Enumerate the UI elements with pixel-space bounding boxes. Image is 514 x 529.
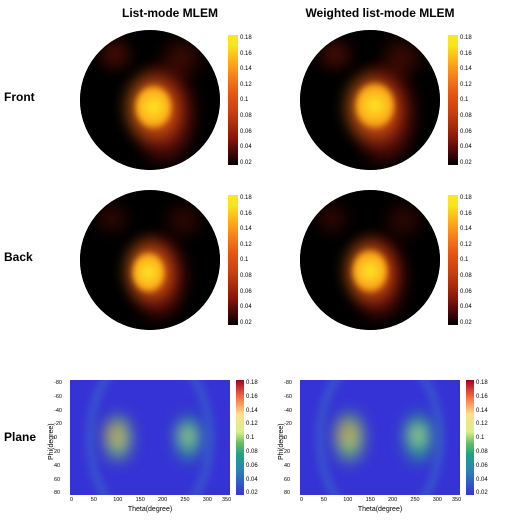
panel-plane-right xyxy=(300,380,460,495)
colorbar-plane-right-ticks: 0.18 0.16 0.14 0.12 0.1 0.08 0.06 0.04 0… xyxy=(476,380,496,495)
panel-front-right xyxy=(300,30,440,170)
colorbar-back-right-ticks: 0.18 0.16 0.14 0.12 0.1 0.08 0.06 0.04 0… xyxy=(460,195,480,325)
colorbar-plane-right xyxy=(466,380,474,495)
plane-right-ylabel: Phi(degree) xyxy=(278,423,285,460)
row-label-front: Front xyxy=(4,90,35,104)
plane-left-ylabel: Phi(degree) xyxy=(48,423,55,460)
row-label-plane: Plane xyxy=(4,430,36,444)
panel-back-right xyxy=(300,190,440,330)
col-header-left: List-mode MLEM xyxy=(100,6,240,20)
panel-back-left xyxy=(80,190,220,330)
plane-right-xlabel: Theta(degree) xyxy=(300,506,460,513)
colorbar-front-left-ticks: 0.18 0.16 0.14 0.12 0.1 0.08 0.06 0.04 0… xyxy=(240,35,260,165)
plane-right-yticks: -80 -60 -40 -20 0 20 40 60 80 xyxy=(284,380,300,495)
plane-left-yticks: -80 -60 -40 -20 0 20 40 60 80 xyxy=(54,380,70,495)
colorbar-front-right xyxy=(448,35,458,165)
colorbar-front-right-ticks: 0.18 0.16 0.14 0.12 0.1 0.08 0.06 0.04 0… xyxy=(460,35,480,165)
colorbar-back-left xyxy=(228,195,238,325)
colorbar-back-left-ticks: 0.18 0.16 0.14 0.12 0.1 0.08 0.06 0.04 0… xyxy=(240,195,260,325)
colorbar-front-left xyxy=(228,35,238,165)
plane-left-xlabel: Theta(degree) xyxy=(70,506,230,513)
colorbar-back-right xyxy=(448,195,458,325)
panel-plane-left xyxy=(70,380,230,495)
row-label-back: Back xyxy=(4,250,33,264)
col-header-right: Weighted list-mode MLEM xyxy=(290,6,470,20)
colorbar-plane-left-ticks: 0.18 0.16 0.14 0.12 0.1 0.08 0.06 0.04 0… xyxy=(246,380,266,495)
panel-front-left xyxy=(80,30,220,170)
colorbar-plane-left xyxy=(236,380,244,495)
